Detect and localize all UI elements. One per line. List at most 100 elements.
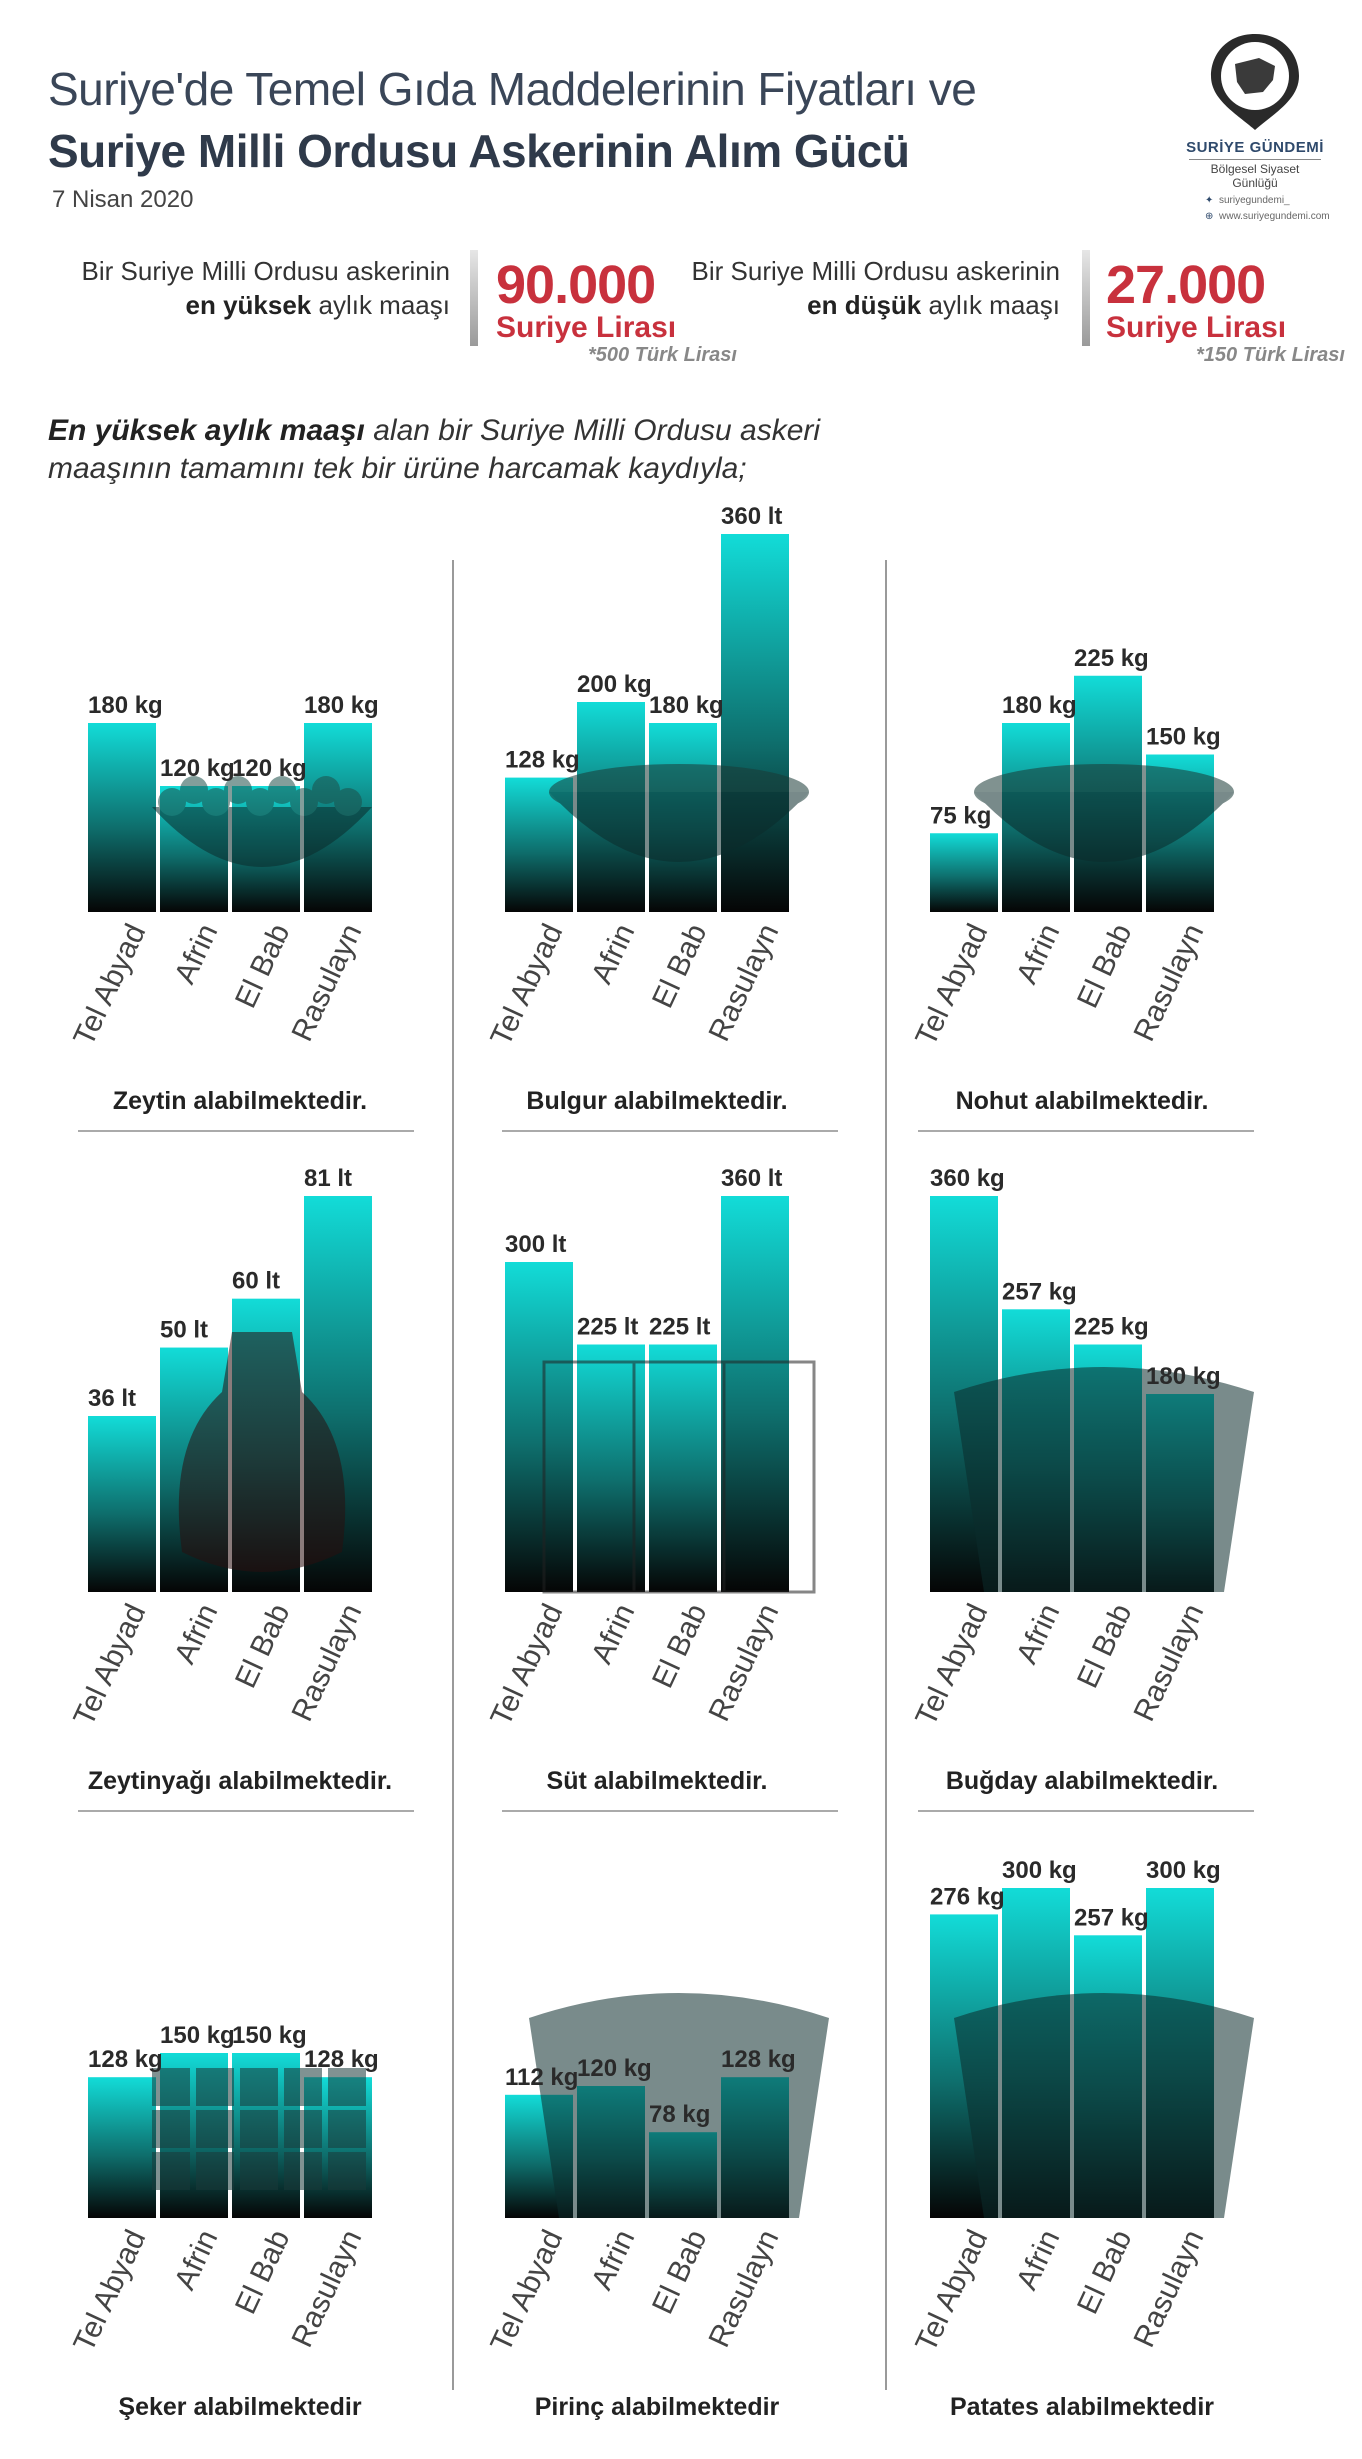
globe-icon: ⊕ xyxy=(1205,211,1214,222)
bar-value-label: 75 kg xyxy=(930,802,991,829)
bar-value-label: 120 kg xyxy=(160,755,235,782)
bar-value-label: 128 kg xyxy=(304,2046,379,2073)
category-label: Rasulayn xyxy=(703,2225,786,2352)
twitter-icon: ✦ xyxy=(1205,195,1214,206)
category-label: Rasulayn xyxy=(286,2225,369,2352)
brand-logo: SURİYE GÜNDEMİ Bölgesel Siyaset Günlüğü … xyxy=(1175,30,1335,222)
website-row[interactable]: ⊕ www.suriyegundemi.com xyxy=(1175,211,1335,222)
low-salary-note: *150 Türk Lirası xyxy=(1196,344,1345,366)
bar-value-label: 360 lt xyxy=(721,503,782,530)
bar-value-label: 128 kg xyxy=(721,2046,796,2073)
category-label: Afrin xyxy=(1010,919,1066,989)
bar-chart: 360 kg 257 kg 225 kg 180 kg Tel Abyad Afrin El… xyxy=(909,1165,1254,1731)
low-salary-value: 27.000 xyxy=(1106,255,1266,315)
olive-bowl-icon xyxy=(152,776,372,867)
bar-value-label: 180 kg xyxy=(649,692,724,719)
divider-vertical-1 xyxy=(452,560,454,2390)
bar-value-label: 128 kg xyxy=(88,2046,163,2073)
chart-caption: Buğday alabilmektedir. xyxy=(945,1767,1219,1795)
map-pin-icon xyxy=(1211,34,1299,130)
category-label: Tel Abyad xyxy=(67,919,152,1051)
sugar-cubes-icon xyxy=(152,2068,366,2190)
category-label: Afrin xyxy=(1010,1599,1066,1669)
chart-caption: Pirinç alabilmektedir xyxy=(534,2393,780,2421)
divider-horizontal xyxy=(918,1810,1254,1812)
rice-sack-icon xyxy=(529,1993,829,2218)
low-salary-bold: en düşük xyxy=(807,290,922,320)
bar xyxy=(88,723,156,912)
chart-panel: 75 kg 180 kg 225 kg 150 kg Tel Abyad Afrin El … xyxy=(872,480,1292,1115)
bar-value-label: 225 lt xyxy=(649,1314,710,1341)
chart-caption: Nohut alabilmektedir. xyxy=(955,1087,1209,1115)
title-line-1: Suriye'de Temel Gıda Maddelerinin Fiyatl… xyxy=(48,63,977,115)
chart-caption: Süt alabilmektedir. xyxy=(546,1767,768,1795)
chart-caption: Bulgur alabilmektedir. xyxy=(526,1087,788,1115)
category-label: Afrin xyxy=(585,2225,641,2295)
intro-line1: alan bir Suriye Milli Ordusu askeri xyxy=(373,414,821,447)
low-salary-label: Bir Suriye Milli Ordusu askerinin en düş… xyxy=(640,254,1060,322)
divider-horizontal xyxy=(502,1810,838,1812)
category-label: Afrin xyxy=(585,1599,641,1669)
milk-glass-icon xyxy=(542,1360,816,1594)
category-label: Afrin xyxy=(168,2225,224,2295)
category-label: Rasulayn xyxy=(1128,1599,1211,1726)
category-label: El Bab xyxy=(646,1599,713,1693)
bar-value-label: 300 kg xyxy=(1146,1857,1221,1884)
divider-horizontal xyxy=(502,1130,838,1132)
chickpea-bowl-icon xyxy=(974,764,1234,862)
low-salary-prefix: Bir Suriye Milli Ordusu askerinin xyxy=(691,256,1060,286)
low-salary-value-block: 27.000 Suriye Lirası xyxy=(1106,258,1286,344)
category-label: Rasulayn xyxy=(703,1599,786,1726)
high-salary-divider xyxy=(470,250,478,346)
twitter-handle: suriyegundemi_ xyxy=(1219,195,1290,206)
bar-value-label: 120 kg xyxy=(232,755,307,782)
bar-chart: 300 lt 225 lt 225 lt 360 lt Tel Abyad Afrin El… xyxy=(484,1165,816,1731)
divider-vertical-2 xyxy=(885,560,887,2390)
chart-panel: 128 kg 150 kg 150 kg 128 kg Tel Abyad Afrin El… xyxy=(30,1810,450,2430)
bar-value-label: 78 kg xyxy=(649,2101,710,2128)
high-salary-prefix: Bir Suriye Milli Ordusu askerinin xyxy=(81,256,450,286)
category-label: Tel Abyad xyxy=(909,919,994,1051)
bar xyxy=(88,2077,156,2218)
category-label: Rasulayn xyxy=(286,919,369,1046)
low-salary-currency: Suriye Lirası xyxy=(1106,311,1287,344)
bar-value-label: 60 lt xyxy=(232,1268,280,1295)
bar-value-label: 200 kg xyxy=(577,671,652,698)
category-label: Rasulayn xyxy=(1128,919,1211,1046)
category-label: Tel Abyad xyxy=(67,2225,152,2357)
category-label: Afrin xyxy=(168,919,224,989)
high-salary-value-block: 90.000 Suriye Lirası xyxy=(496,258,676,344)
bar-value-label: 180 kg xyxy=(304,692,379,719)
intro-bold: En yüksek aylık maaşı xyxy=(48,414,365,447)
title-line-2: Suriye Milli Ordusu Askerinin Alım Gücü xyxy=(48,125,910,177)
category-label: Afrin xyxy=(1010,2225,1066,2295)
bar-value-label: 81 lt xyxy=(304,1165,352,1192)
chart-panel: 300 lt 225 lt 225 lt 360 lt Tel Abyad Afrin El… xyxy=(447,1160,867,1795)
chart-panel: 128 kg 200 kg 180 kg 360 lt Tel Abyad Afrin El… xyxy=(447,480,867,1115)
chart-panel: 360 kg 257 kg 225 kg 180 kg Tel Abyad Afrin El… xyxy=(872,1160,1292,1795)
twitter-row[interactable]: ✦ suriyegundemi_ xyxy=(1175,195,1335,206)
high-salary-bold: en yüksek xyxy=(185,290,312,320)
category-label: El Bab xyxy=(646,919,713,1013)
bar-chart: 36 lt 50 lt 60 lt 81 lt Tel Abyad Afrin El Bab… xyxy=(67,1165,372,1731)
chart-caption: Zeytinyağı alabilmektedir. xyxy=(87,1767,393,1795)
divider-horizontal xyxy=(918,1130,1254,1132)
bar-value-label: 128 kg xyxy=(505,747,580,774)
high-salary-label: Bir Suriye Milli Ordusu askerinin en yük… xyxy=(30,254,450,322)
bar-value-label: 257 kg xyxy=(1002,1278,1077,1305)
bar-value-label: 225 kg xyxy=(1074,645,1149,672)
website-url: www.suriyegundemi.com xyxy=(1219,211,1330,222)
low-salary-divider xyxy=(1082,250,1090,346)
bar xyxy=(930,833,998,912)
chart-caption: Şeker alabilmektedir xyxy=(118,2393,362,2421)
bar xyxy=(649,1344,717,1592)
category-label: Rasulayn xyxy=(286,1599,369,1726)
bar-value-label: 150 kg xyxy=(232,2022,307,2049)
bar-value-label: 150 kg xyxy=(160,2022,235,2049)
bar-value-label: 360 kg xyxy=(930,1165,1005,1192)
bar-value-label: 180 kg xyxy=(1002,692,1077,719)
chart-panel: 112 kg 120 kg 78 kg 128 kg Tel Abyad Afrin El … xyxy=(447,1810,867,2430)
